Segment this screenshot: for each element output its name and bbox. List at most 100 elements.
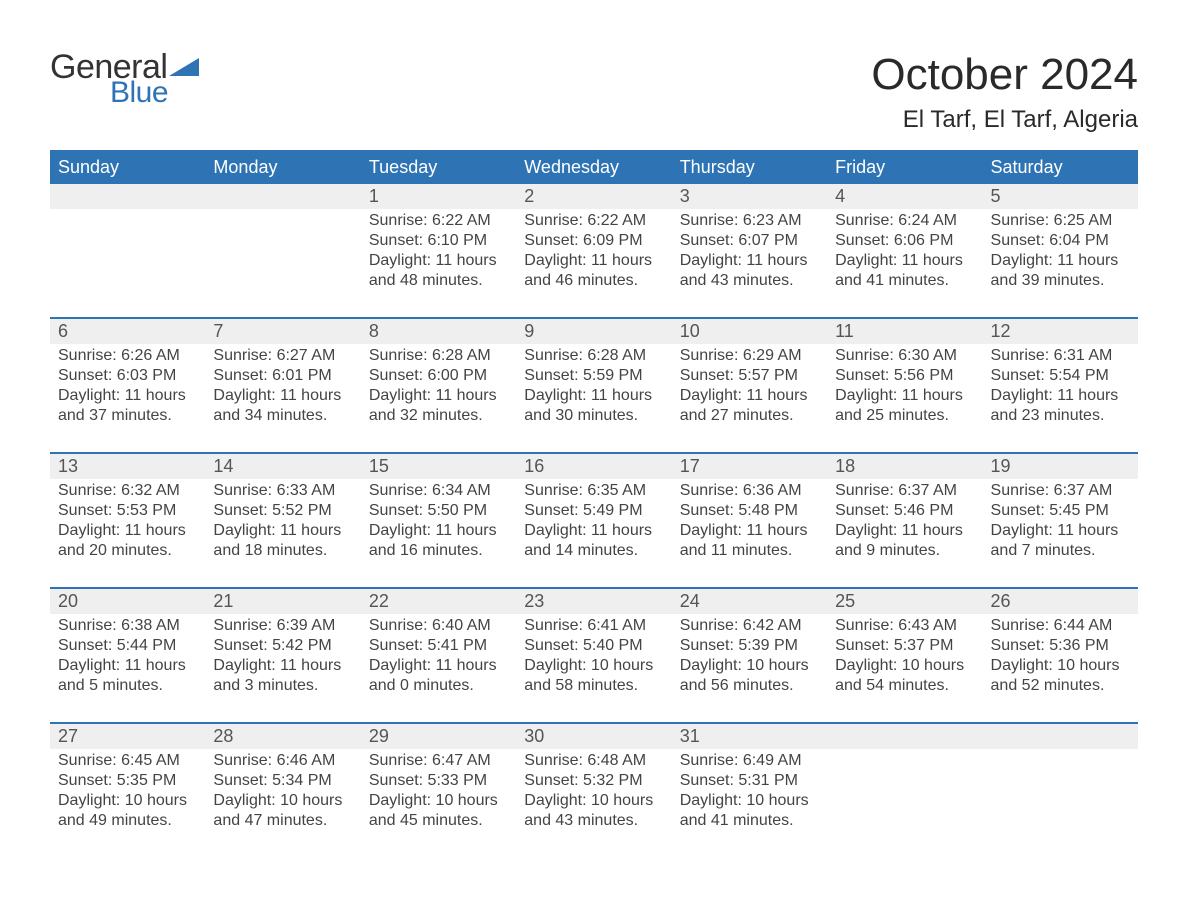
sunrise-text: Sunrise: 6:22 AM (369, 211, 508, 231)
sunrise-text: Sunrise: 6:45 AM (58, 751, 197, 771)
daylight-line1: Daylight: 11 hours (58, 386, 197, 406)
sunrise-text: Sunrise: 6:37 AM (991, 481, 1130, 501)
daylight-line1: Daylight: 10 hours (680, 791, 819, 811)
daylight-line1: Daylight: 11 hours (369, 656, 508, 676)
sunset-text: Sunset: 5:33 PM (369, 771, 508, 791)
sunset-text: Sunset: 5:34 PM (213, 771, 352, 791)
header: General Blue October 2024 El Tarf, El Ta… (50, 50, 1138, 134)
day-body: Sunrise: 6:44 AMSunset: 5:36 PMDaylight:… (983, 614, 1138, 722)
daylight-line2: and 54 minutes. (835, 676, 974, 696)
daylight-line1: Daylight: 11 hours (680, 521, 819, 541)
day-body: Sunrise: 6:39 AMSunset: 5:42 PMDaylight:… (205, 614, 360, 722)
daylight-line1: Daylight: 10 hours (369, 791, 508, 811)
day-body: Sunrise: 6:29 AMSunset: 5:57 PMDaylight:… (672, 344, 827, 452)
daylight-line2: and 41 minutes. (680, 811, 819, 831)
day-number-row: 12345 (50, 184, 1138, 209)
day-number: 26 (983, 589, 1138, 614)
dow-tuesday: Tuesday (361, 153, 516, 184)
day-number: 16 (516, 454, 671, 479)
day-body: Sunrise: 6:37 AMSunset: 5:46 PMDaylight:… (827, 479, 982, 587)
day-number: 1 (361, 184, 516, 209)
daylight-line2: and 30 minutes. (524, 406, 663, 426)
day-number: 2 (516, 184, 671, 209)
day-body: Sunrise: 6:38 AMSunset: 5:44 PMDaylight:… (50, 614, 205, 722)
day-number: 5 (983, 184, 1138, 209)
daylight-line2: and 52 minutes. (991, 676, 1130, 696)
daylight-line2: and 43 minutes. (680, 271, 819, 291)
sunset-text: Sunset: 5:32 PM (524, 771, 663, 791)
sunrise-text: Sunrise: 6:40 AM (369, 616, 508, 636)
day-of-week-row: Sunday Monday Tuesday Wednesday Thursday… (50, 153, 1138, 184)
logo: General Blue (50, 50, 199, 108)
daylight-line2: and 11 minutes. (680, 541, 819, 561)
sunset-text: Sunset: 5:56 PM (835, 366, 974, 386)
daylight-line1: Daylight: 11 hours (680, 386, 819, 406)
daylight-line2: and 48 minutes. (369, 271, 508, 291)
daylight-line1: Daylight: 11 hours (835, 251, 974, 271)
day-body: Sunrise: 6:42 AMSunset: 5:39 PMDaylight:… (672, 614, 827, 722)
daylight-line2: and 47 minutes. (213, 811, 352, 831)
logo-word-blue: Blue (110, 78, 199, 108)
week-row: 20212223242526Sunrise: 6:38 AMSunset: 5:… (50, 587, 1138, 722)
daylight-line2: and 46 minutes. (524, 271, 663, 291)
day-number: 4 (827, 184, 982, 209)
sunset-text: Sunset: 6:10 PM (369, 231, 508, 251)
daylight-line2: and 20 minutes. (58, 541, 197, 561)
daylight-line1: Daylight: 11 hours (835, 521, 974, 541)
daylight-line2: and 58 minutes. (524, 676, 663, 696)
day-number: 15 (361, 454, 516, 479)
day-body: Sunrise: 6:22 AMSunset: 6:09 PMDaylight:… (516, 209, 671, 317)
sunset-text: Sunset: 5:59 PM (524, 366, 663, 386)
day-number: 23 (516, 589, 671, 614)
daylight-line2: and 56 minutes. (680, 676, 819, 696)
sunrise-text: Sunrise: 6:29 AM (680, 346, 819, 366)
sunset-text: Sunset: 5:41 PM (369, 636, 508, 656)
sunrise-text: Sunrise: 6:41 AM (524, 616, 663, 636)
daylight-line1: Daylight: 11 hours (680, 251, 819, 271)
sunset-text: Sunset: 5:54 PM (991, 366, 1130, 386)
day-number: 20 (50, 589, 205, 614)
day-body: Sunrise: 6:33 AMSunset: 5:52 PMDaylight:… (205, 479, 360, 587)
day-number: 17 (672, 454, 827, 479)
day-body: Sunrise: 6:31 AMSunset: 5:54 PMDaylight:… (983, 344, 1138, 452)
week-row: 2728293031Sunrise: 6:45 AMSunset: 5:35 P… (50, 722, 1138, 857)
sunrise-text: Sunrise: 6:35 AM (524, 481, 663, 501)
sunrise-text: Sunrise: 6:36 AM (680, 481, 819, 501)
day-body-row: Sunrise: 6:45 AMSunset: 5:35 PMDaylight:… (50, 749, 1138, 857)
sunrise-text: Sunrise: 6:27 AM (213, 346, 352, 366)
day-body: Sunrise: 6:25 AMSunset: 6:04 PMDaylight:… (983, 209, 1138, 317)
daylight-line2: and 7 minutes. (991, 541, 1130, 561)
sunset-text: Sunset: 5:35 PM (58, 771, 197, 791)
day-number: 30 (516, 724, 671, 749)
day-number: 31 (672, 724, 827, 749)
day-number-row: 2728293031 (50, 724, 1138, 749)
daylight-line1: Daylight: 11 hours (524, 521, 663, 541)
daylight-line1: Daylight: 10 hours (213, 791, 352, 811)
day-body: Sunrise: 6:49 AMSunset: 5:31 PMDaylight:… (672, 749, 827, 857)
daylight-line2: and 3 minutes. (213, 676, 352, 696)
daylight-line1: Daylight: 11 hours (991, 521, 1130, 541)
sunset-text: Sunset: 6:07 PM (680, 231, 819, 251)
daylight-line2: and 41 minutes. (835, 271, 974, 291)
day-number: 22 (361, 589, 516, 614)
sunrise-text: Sunrise: 6:31 AM (991, 346, 1130, 366)
sunset-text: Sunset: 5:45 PM (991, 501, 1130, 521)
sunset-text: Sunset: 6:01 PM (213, 366, 352, 386)
day-body: Sunrise: 6:40 AMSunset: 5:41 PMDaylight:… (361, 614, 516, 722)
sunset-text: Sunset: 5:52 PM (213, 501, 352, 521)
sunrise-text: Sunrise: 6:48 AM (524, 751, 663, 771)
day-body-row: Sunrise: 6:38 AMSunset: 5:44 PMDaylight:… (50, 614, 1138, 722)
daylight-line2: and 45 minutes. (369, 811, 508, 831)
daylight-line1: Daylight: 10 hours (58, 791, 197, 811)
daylight-line1: Daylight: 11 hours (991, 386, 1130, 406)
day-body: Sunrise: 6:43 AMSunset: 5:37 PMDaylight:… (827, 614, 982, 722)
day-body: Sunrise: 6:48 AMSunset: 5:32 PMDaylight:… (516, 749, 671, 857)
sunrise-text: Sunrise: 6:46 AM (213, 751, 352, 771)
sunset-text: Sunset: 6:00 PM (369, 366, 508, 386)
day-number: 25 (827, 589, 982, 614)
daylight-line2: and 32 minutes. (369, 406, 508, 426)
month-title: October 2024 (871, 50, 1138, 100)
dow-friday: Friday (827, 153, 982, 184)
daylight-line2: and 5 minutes. (58, 676, 197, 696)
title-block: October 2024 El Tarf, El Tarf, Algeria (871, 50, 1138, 134)
